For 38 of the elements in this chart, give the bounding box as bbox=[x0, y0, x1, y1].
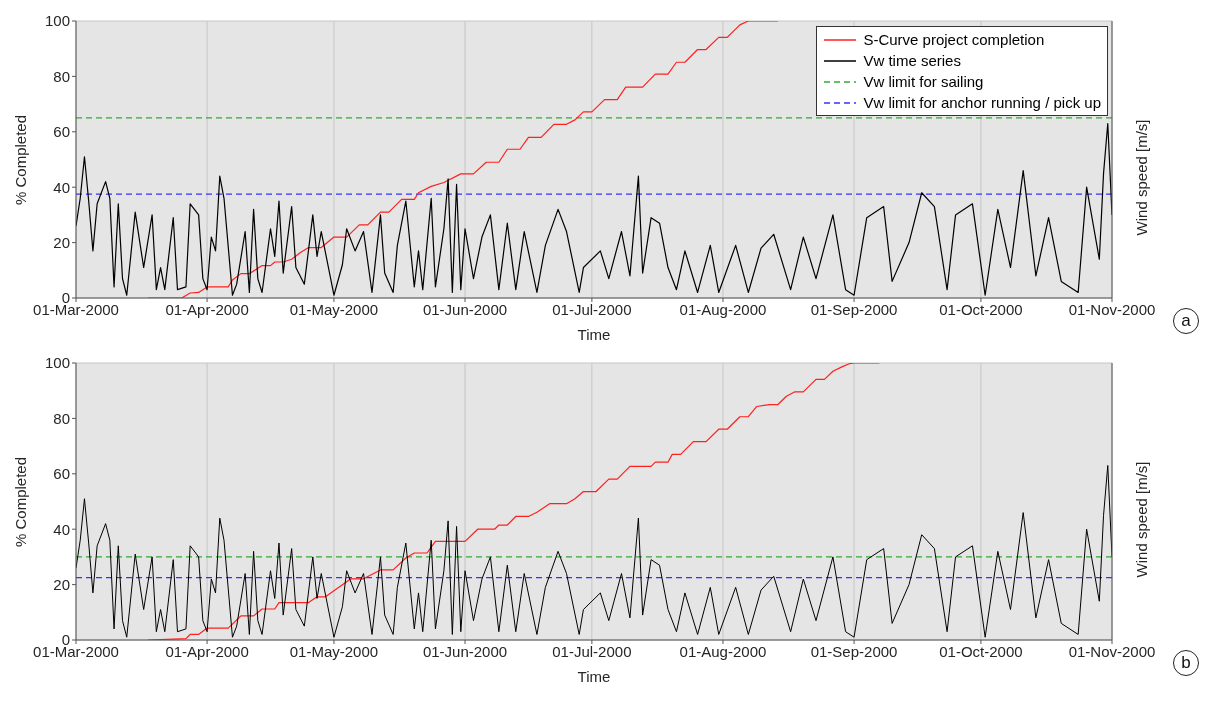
x-tick-label: 01-May-2000 bbox=[289, 642, 379, 660]
x-tick-label: 01-Oct-2000 bbox=[939, 300, 1023, 318]
x-tick-label: 01-Sep-2000 bbox=[810, 300, 898, 318]
y-tick-label: 20 bbox=[53, 575, 70, 593]
y-tick-label: 60 bbox=[53, 123, 70, 141]
x-tick-label: 01-Jul-2000 bbox=[552, 642, 632, 660]
x-tick-label: 01-Aug-2000 bbox=[679, 300, 767, 318]
y-tick-label: 40 bbox=[53, 178, 70, 196]
text: a bbox=[1173, 308, 1199, 334]
legend-label: Vw limit for sailing bbox=[863, 72, 984, 92]
x-tick-label: 01-Jul-2000 bbox=[552, 300, 632, 318]
x-tick-label: 01-May-2000 bbox=[289, 300, 379, 318]
text: b bbox=[1173, 650, 1199, 676]
legend-label: S-Curve project completion bbox=[863, 30, 1045, 50]
y2-axis-title: Wind speed [m/s] bbox=[1133, 119, 1151, 236]
y-tick-label: 20 bbox=[53, 233, 70, 251]
x-axis-title: Time bbox=[577, 326, 611, 343]
y2-axis-title: Wind speed [m/s] bbox=[1133, 461, 1151, 578]
x-tick-label: 01-Sep-2000 bbox=[810, 642, 898, 660]
y-tick-label: 100 bbox=[44, 12, 70, 30]
x-tick-label: 01-Nov-2000 bbox=[1068, 642, 1156, 660]
x-tick-label: 01-Oct-2000 bbox=[939, 642, 1023, 660]
x-tick-label: 01-Apr-2000 bbox=[165, 642, 249, 660]
x-tick-label: 01-Jun-2000 bbox=[422, 300, 508, 318]
y-tick-label: 40 bbox=[53, 520, 70, 538]
legend-label: Vw time series bbox=[863, 51, 961, 71]
y-axis-title: % Completed bbox=[11, 456, 29, 547]
y-tick-label: 60 bbox=[53, 465, 70, 483]
y-tick-label: 80 bbox=[53, 409, 70, 427]
y-tick-label: 80 bbox=[53, 67, 70, 85]
legend-label: Vw limit for anchor running / pick up bbox=[863, 93, 1101, 113]
x-axis-title: Time bbox=[577, 668, 611, 685]
x-tick-label: 01-Aug-2000 bbox=[679, 642, 767, 660]
x-tick-label: 01-Nov-2000 bbox=[1068, 300, 1156, 318]
x-tick-label: 01-Jun-2000 bbox=[422, 642, 508, 660]
y-tick-label: 100 bbox=[44, 354, 70, 372]
y-axis-title: % Completed bbox=[11, 114, 29, 205]
x-tick-label: 01-Apr-2000 bbox=[165, 300, 249, 318]
